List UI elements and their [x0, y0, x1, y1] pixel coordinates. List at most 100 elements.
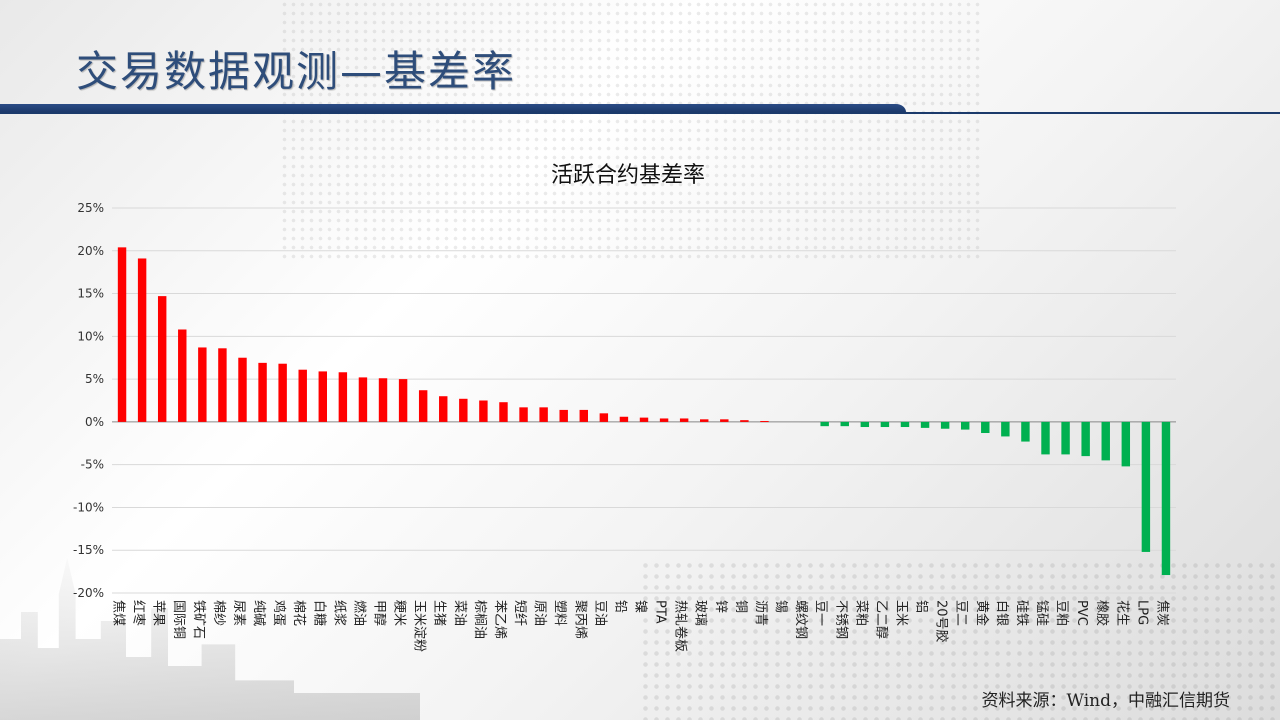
x-tick-label: 尿素	[231, 600, 246, 626]
y-tick-label: 10%	[77, 329, 104, 343]
bar-沥青	[760, 421, 769, 423]
bar-焦煤	[117, 247, 127, 422]
x-tick-label: 镍	[633, 600, 648, 613]
x-tick-label: 棕榈油	[472, 600, 487, 639]
x-tick-label: 20号胶	[934, 600, 950, 643]
bar-镍	[639, 417, 649, 422]
x-tick-label: 螺纹钢	[793, 600, 808, 639]
x-tick-label: 锡	[773, 600, 788, 613]
bar-花生	[1121, 421, 1131, 467]
source-note: 资料来源：Wind，中融汇信期货	[981, 691, 1230, 711]
x-tick-label: 铝	[914, 600, 929, 613]
x-axis: 焦煤 红枣 苹果 国际铜 铁矿石 棉纱 尿素 纯碱 鸡蛋 棉花 白糖 纸浆 燃油 甲醇 粳米 玉米淀粉 生猪 菜油…	[111, 600, 1170, 652]
x-tick-label: 短纤	[512, 600, 527, 626]
x-tick-label: 白银	[994, 600, 1010, 626]
bar-苯乙烯	[499, 402, 508, 422]
bar-热轧卷板	[679, 418, 689, 422]
bar-豆二	[960, 421, 970, 430]
x-tick-label: PVC	[1074, 600, 1089, 626]
bar-纯碱	[258, 362, 267, 422]
x-tick-label: 棉花	[291, 600, 307, 626]
chart-title: 活跃合约基差率	[551, 163, 705, 188]
x-tick-label: 不锈钢	[833, 600, 848, 639]
bar-红枣	[137, 258, 147, 422]
x-tick-label: 燃油	[351, 600, 367, 626]
x-tick-label: 沥青	[753, 600, 768, 626]
dot-pattern-decoration	[640, 560, 1280, 720]
x-tick-label: 铜	[733, 600, 748, 613]
x-tick-label: LPG	[1134, 600, 1149, 625]
bar-黄金	[981, 421, 990, 434]
y-tick-label: 0%	[85, 415, 104, 429]
bar-硅铁	[1021, 421, 1030, 442]
bar-20号胶	[940, 421, 950, 429]
y-tick-label: 20%	[77, 244, 104, 258]
bar-燃油	[358, 377, 368, 422]
x-tick-label: 铁矿石	[191, 600, 206, 639]
bar-棉纱	[218, 348, 227, 422]
x-tick-label: 国际铜	[171, 600, 186, 639]
x-tick-label: 纯碱	[251, 600, 266, 626]
bar-原油	[539, 407, 548, 422]
y-tick-label: 25%	[77, 201, 104, 215]
bar-短纤	[519, 407, 528, 422]
bar-玉米淀粉	[418, 390, 428, 422]
bar-玻璃	[700, 419, 709, 422]
bar-菜粕	[860, 421, 870, 428]
bar-苹果	[157, 296, 167, 422]
y-tick-label: 15%	[77, 287, 104, 301]
bar-铜	[740, 420, 749, 422]
x-tick-label: 焦炭	[1154, 600, 1169, 626]
x-tick-label: 花生	[1114, 600, 1130, 626]
bar-白糖	[318, 371, 328, 422]
bar-塑料	[559, 409, 568, 422]
bar-铁矿石	[198, 347, 207, 422]
y-axis: 25% 20% 15% 10% 5% 0% -5% -10% -15% -20%	[73, 201, 104, 600]
x-tick-label: 豆油	[592, 600, 607, 626]
x-tick-label: 豆二	[954, 600, 969, 626]
x-tick-label: 锰硅	[1034, 600, 1049, 626]
x-tick-label: 生猪	[432, 600, 447, 626]
x-tick-label: 黄金	[974, 600, 990, 626]
bar-锌	[720, 419, 729, 422]
x-tick-label: 豆粕	[1054, 600, 1069, 626]
bar-焦炭	[1161, 421, 1171, 576]
x-tick-label: 聚丙烯	[572, 600, 587, 639]
bar-豆油	[599, 413, 609, 422]
bar-不锈钢	[840, 421, 849, 427]
x-tick-label: 纸浆	[331, 600, 346, 626]
x-tick-label: 乙二醇	[873, 600, 889, 639]
x-tick-label: 硅铁	[1014, 600, 1029, 626]
bar-粳米	[398, 379, 408, 422]
chart-bars	[117, 247, 1171, 576]
y-tick-label: 5%	[85, 372, 104, 386]
y-tick-label: -10%	[73, 500, 104, 514]
bar-白银	[1001, 421, 1010, 437]
bar-PTA	[659, 418, 669, 422]
bar-橡胶	[1101, 421, 1110, 461]
y-tick-label: -15%	[73, 543, 104, 557]
x-tick-label: 菜粕	[853, 600, 868, 626]
x-tick-label: 焦煤	[111, 600, 126, 626]
bar-豆一	[820, 421, 829, 427]
bar-甲醇	[378, 378, 388, 422]
x-tick-label: 红枣	[131, 600, 147, 626]
bar-聚丙烯	[579, 409, 588, 422]
x-tick-label: 橡胶	[1094, 600, 1110, 626]
x-tick-label: PTA	[653, 600, 668, 624]
x-tick-label: 苯乙烯	[492, 600, 507, 639]
y-tick-label: -5%	[81, 458, 104, 472]
title-underline-rule	[0, 112, 1280, 114]
x-tick-label: 热轧卷板	[673, 600, 689, 652]
x-tick-label: 鸡蛋	[271, 600, 287, 626]
x-tick-label: 原油	[532, 600, 547, 626]
bar-锰硅	[1041, 421, 1050, 455]
x-tick-label: 甲醇	[372, 600, 388, 626]
x-tick-label: 玉米	[893, 600, 908, 626]
x-tick-label: 粳米	[392, 600, 407, 626]
x-tick-label: 菜油	[452, 600, 467, 626]
bar-LPG	[1141, 421, 1151, 552]
bar-国际铜	[178, 329, 187, 422]
x-tick-label: 棉纱	[211, 600, 226, 626]
x-tick-label: 苹果	[151, 600, 166, 626]
